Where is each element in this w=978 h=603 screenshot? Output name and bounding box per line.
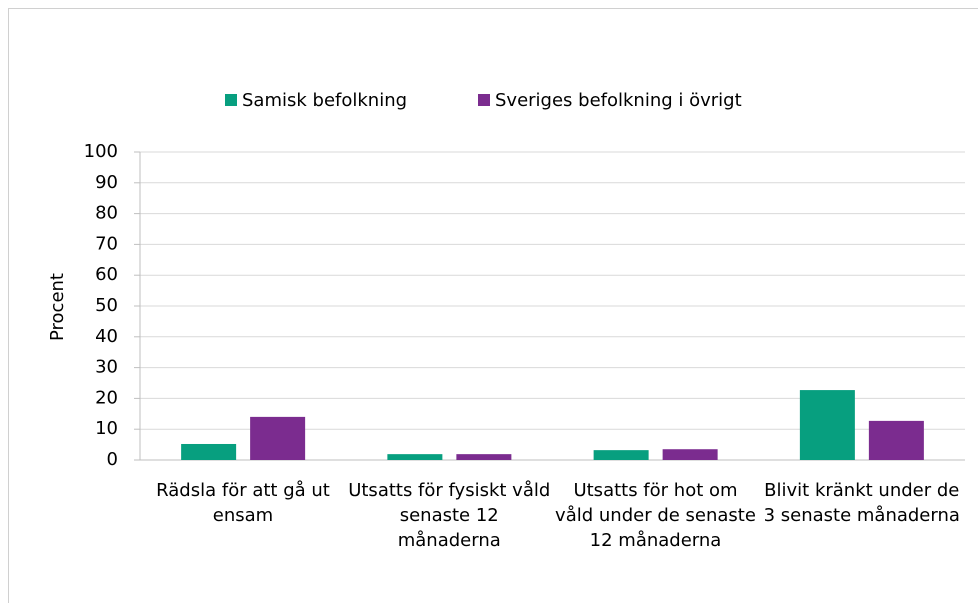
y-tick-label: 90: [95, 172, 118, 193]
y-tick-label: 10: [95, 418, 118, 439]
bar: [181, 443, 237, 460]
bar: [662, 449, 718, 460]
y-tick-label: 50: [95, 295, 118, 316]
legend-label: Sveriges befolkning i övrigt: [495, 90, 742, 111]
y-tick-label: 0: [107, 449, 118, 470]
y-tick-label: 70: [95, 233, 118, 254]
x-tick-label: Rädsla för att gå ut ensam: [156, 480, 330, 526]
bar: [250, 416, 306, 460]
x-tick-label: Utsatts för fysiskt våld senaste 12 måna…: [348, 480, 551, 551]
y-tick-label: 30: [95, 357, 118, 378]
y-tick-label: 60: [95, 264, 118, 285]
bar: [799, 390, 855, 460]
y-tick-label: 80: [95, 203, 118, 224]
bar: [456, 454, 512, 460]
legend-swatch: [478, 94, 490, 106]
x-tick-label: Utsatts för hot om våld under de senaste…: [555, 480, 756, 551]
x-tick-label: Blivit kränkt under de 3 senaste månader…: [763, 480, 960, 526]
y-tick-label: 40: [95, 326, 118, 347]
bar: [868, 420, 924, 460]
y-axis-title: Procent: [47, 273, 68, 341]
bar: [593, 450, 649, 460]
y-tick-label: 100: [84, 141, 118, 162]
legend-label: Samisk befolkning: [242, 90, 407, 111]
bar: [387, 454, 443, 460]
y-tick-label: 20: [95, 387, 118, 408]
frame: [8, 8, 978, 603]
legend-swatch: [225, 94, 237, 106]
